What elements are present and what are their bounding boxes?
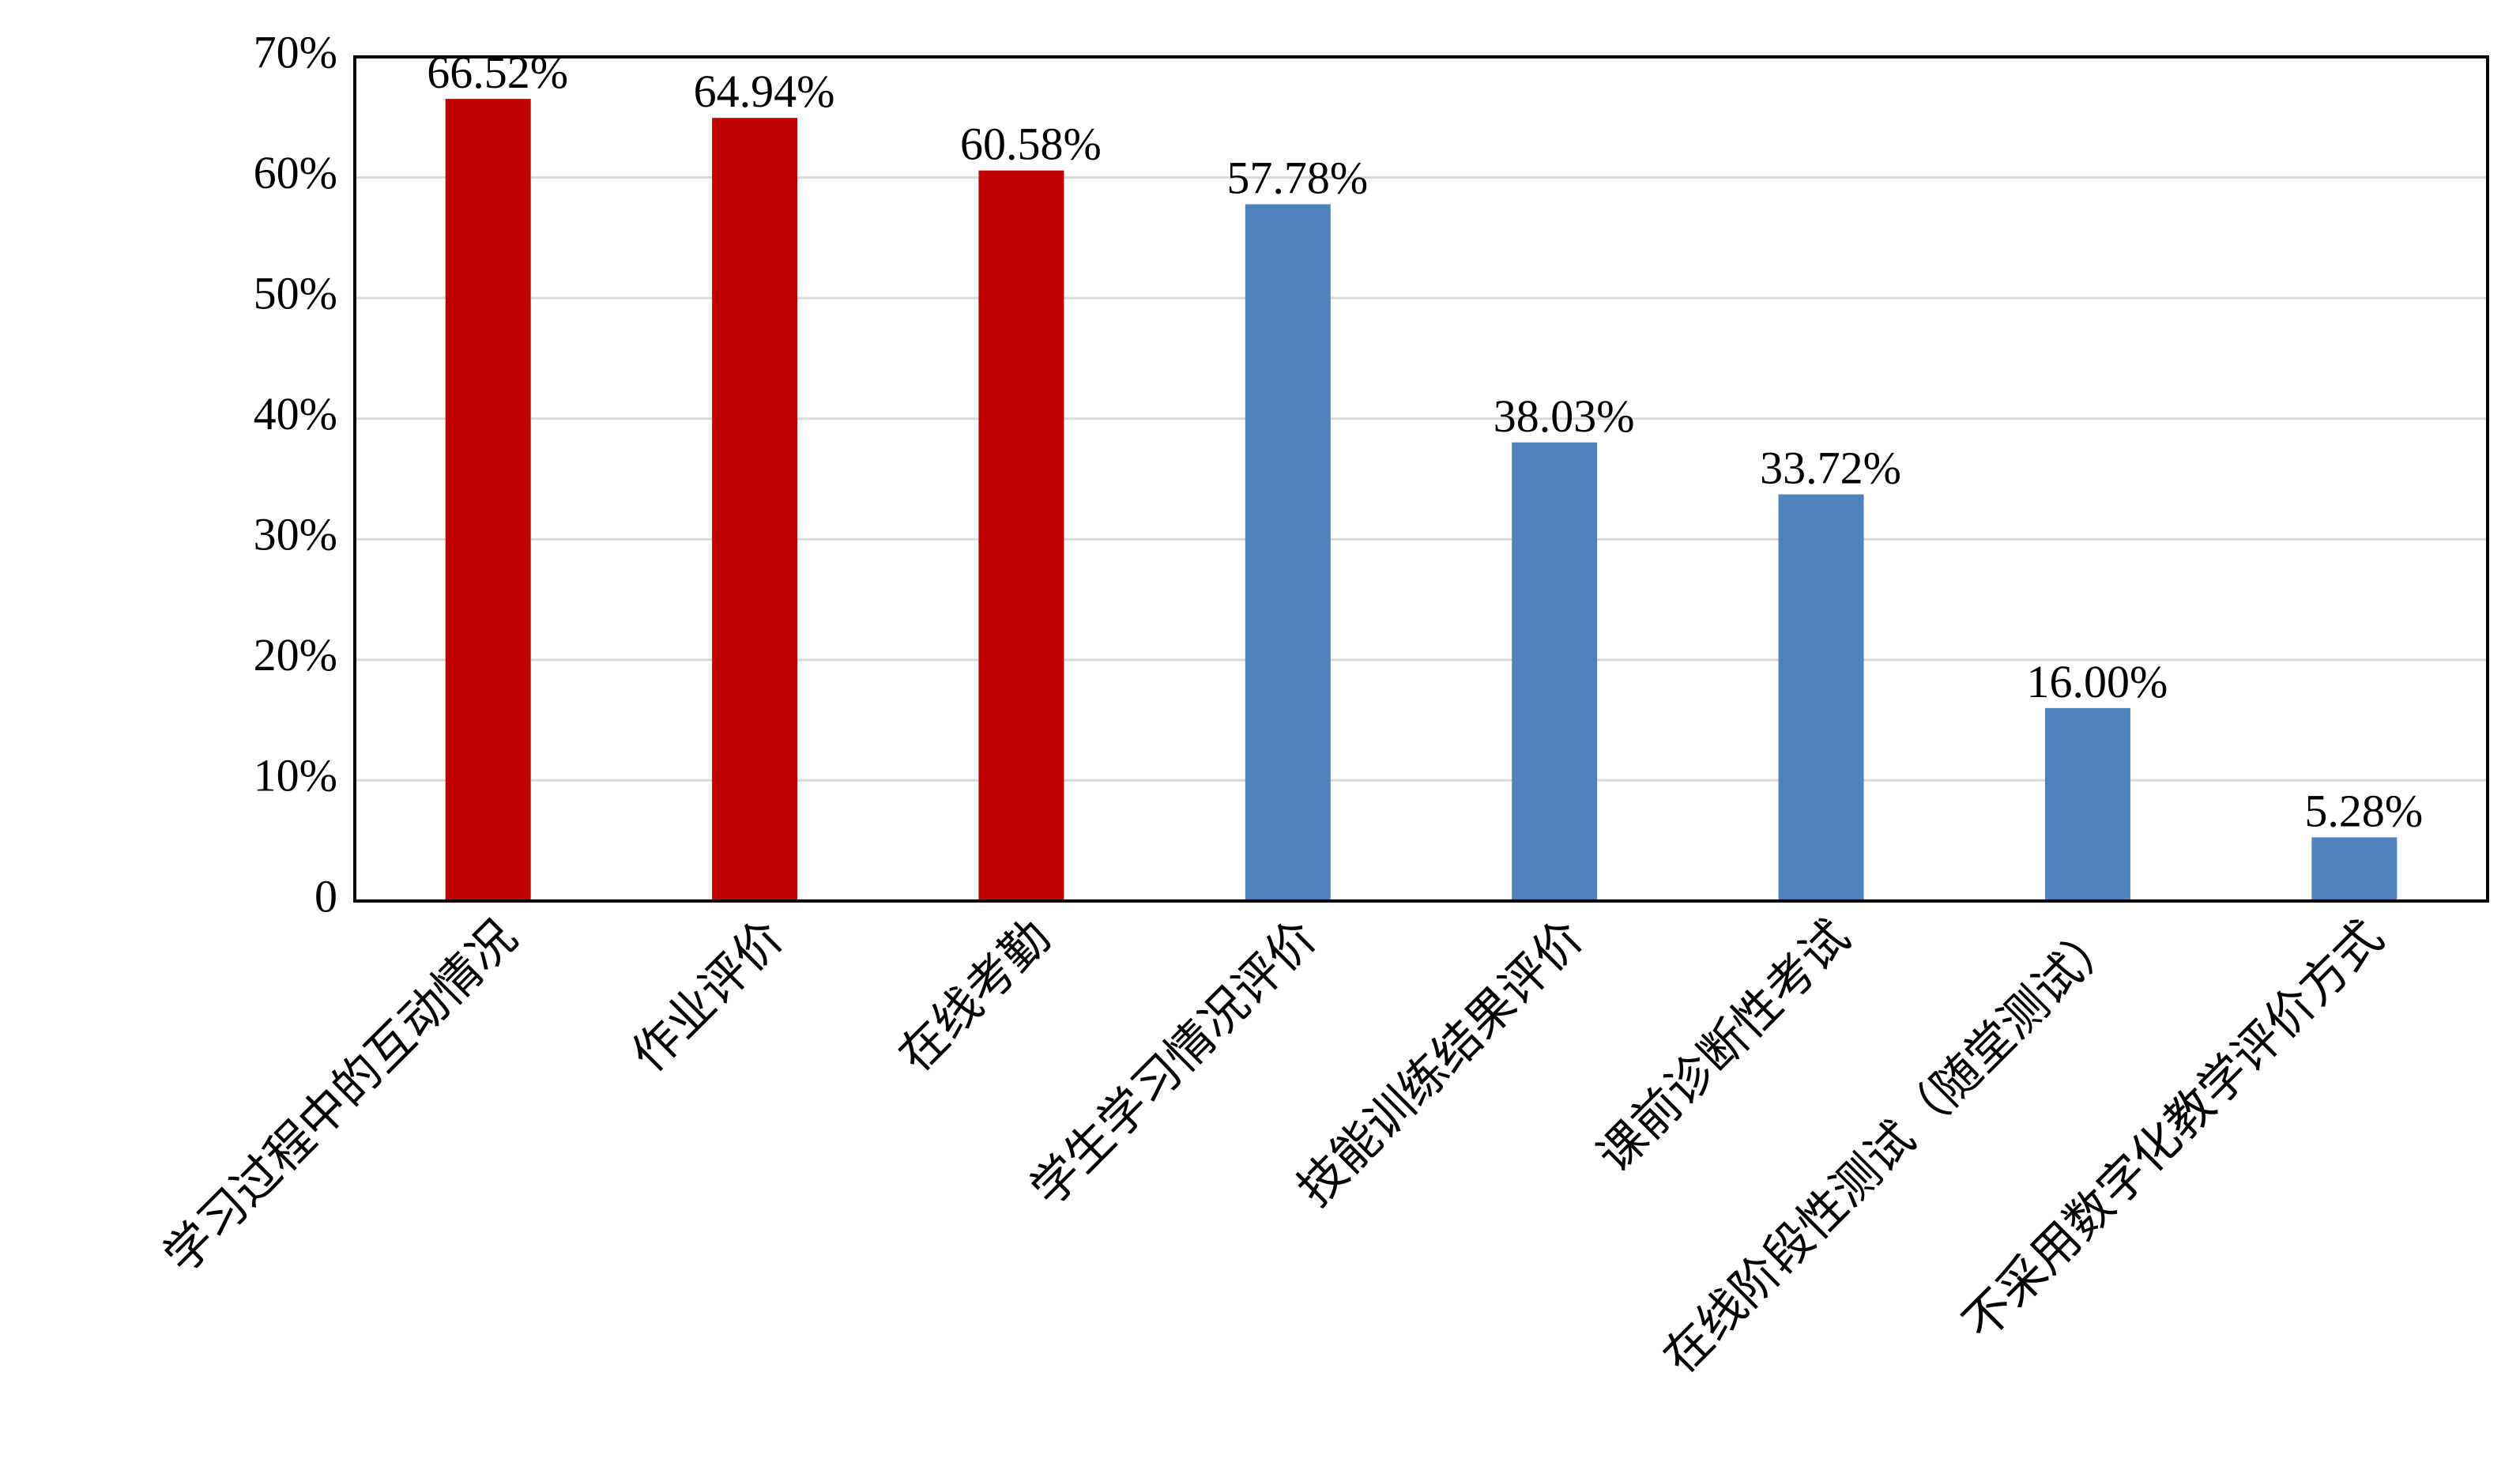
value-label: 64.94% — [694, 66, 835, 117]
y-tick-label: 50% — [254, 267, 337, 319]
bar — [712, 118, 798, 901]
value-label: 5.28% — [2304, 785, 2423, 836]
x-tick-label: 在线考勤 — [889, 910, 1060, 1081]
value-label: 16.00% — [2027, 656, 2168, 707]
bar — [2311, 837, 2398, 901]
y-tick-label: 0 — [315, 870, 337, 922]
bar — [1245, 204, 1331, 902]
x-tick-label: 在线阶段性测试（随堂测试） — [1654, 910, 2126, 1383]
x-tick-label: 课前诊断性考试 — [1588, 910, 1860, 1182]
value-label: 38.03% — [1494, 390, 1635, 442]
x-tick-label: 不采用数字化教学评价方式 — [1953, 910, 2393, 1350]
x-tick-label: 学习过程中的互动情况 — [155, 910, 527, 1283]
bar — [978, 170, 1064, 901]
bar — [445, 99, 531, 902]
value-label: 33.72% — [1760, 443, 1901, 494]
y-tick-label: 20% — [254, 629, 337, 680]
y-tick-label: 10% — [254, 750, 337, 801]
x-tick-label: 学生学习情况评价 — [1022, 910, 1327, 1216]
bar — [1512, 442, 1598, 901]
bar — [2044, 707, 2130, 901]
value-label: 57.78% — [1226, 152, 1368, 203]
y-tick-label: 40% — [254, 388, 337, 439]
bar — [1778, 494, 1864, 901]
plot-frame — [353, 55, 2489, 903]
y-tick-label: 70% — [254, 26, 337, 77]
x-tick-label: 技能训练结果评价 — [1288, 910, 1593, 1216]
x-tick-label: 作业评价 — [623, 910, 793, 1081]
value-label: 66.52% — [427, 47, 568, 98]
value-label: 60.58% — [960, 119, 1102, 170]
y-tick-label: 60% — [254, 147, 337, 198]
y-tick-label: 30% — [254, 509, 337, 560]
